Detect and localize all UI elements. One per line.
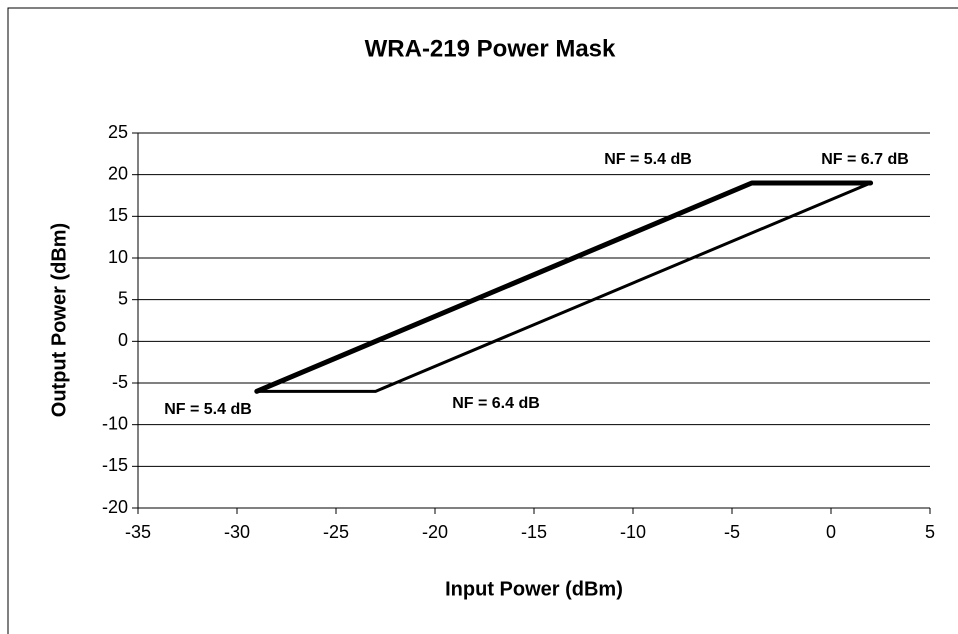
annotation: NF = 5.4 dB xyxy=(164,401,252,418)
y-tick-label: 0 xyxy=(118,330,128,350)
series-line xyxy=(255,181,873,393)
y-axis-title: Output Power (dBm) xyxy=(48,223,70,417)
x-tick-label: 0 xyxy=(826,522,836,542)
y-tick-label: -5 xyxy=(112,372,128,392)
y-tick-label: 20 xyxy=(108,163,128,183)
x-tick-label: -5 xyxy=(724,522,740,542)
x-axis-title: Input Power (dBm) xyxy=(445,578,623,600)
y-tick-label: 5 xyxy=(118,288,128,308)
x-tick-label: -10 xyxy=(620,522,646,542)
x-tick-label: -15 xyxy=(521,522,547,542)
series-line xyxy=(254,180,874,394)
x-tick-label: -20 xyxy=(422,522,448,542)
annotation: NF = 6.7 dB xyxy=(821,151,909,168)
y-tick-label: 15 xyxy=(108,205,128,225)
y-tick-label: -20 xyxy=(102,497,128,517)
y-tick-label: 10 xyxy=(108,247,128,267)
chart-frame xyxy=(7,7,958,634)
x-tick-label: 5 xyxy=(925,522,935,542)
y-tick-label: -15 xyxy=(102,455,128,475)
y-tick-label: -10 xyxy=(102,413,128,433)
y-tick-label: 25 xyxy=(108,122,128,142)
chart-title: WRA-219 Power Mask xyxy=(365,35,616,62)
annotation: NF = 5.4 dB xyxy=(604,151,692,168)
x-tick-label: -25 xyxy=(323,522,349,542)
x-tick-label: -30 xyxy=(224,522,250,542)
x-tick-label: -35 xyxy=(125,522,151,542)
annotation: NF = 6.4 dB xyxy=(452,395,540,412)
